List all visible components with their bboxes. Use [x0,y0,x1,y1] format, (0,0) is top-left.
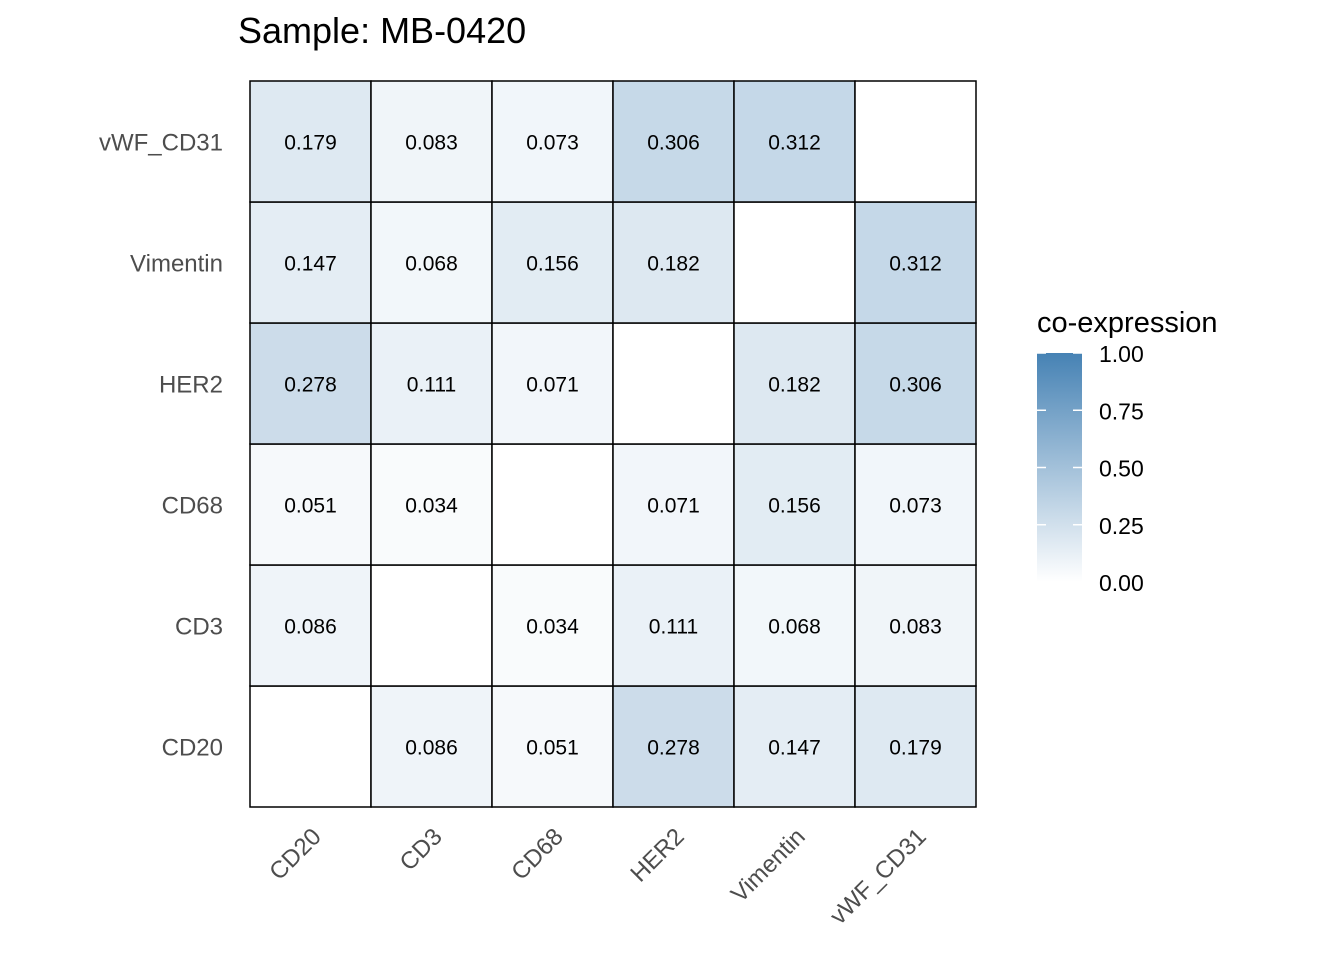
cell-value-label: 0.051 [526,737,579,760]
heatmap-cell [491,80,614,203]
legend-tick-label: 1.00 [1099,341,1144,367]
cell-value-label: 0.034 [526,616,579,639]
x-tick-label: CD3 [395,823,448,876]
cell-value-label: 0.073 [526,132,579,155]
legend-tick-label: 0.50 [1099,456,1144,482]
heatmap-cell [491,685,614,808]
y-tick-label: vWF_CD31 [99,130,223,157]
y-tick-label: CD20 [162,735,223,762]
cell-value-label: 0.073 [889,495,942,518]
heatmap-cell [370,443,493,566]
heatmap-cell [491,564,614,687]
legend-title: co-expression [1037,307,1218,339]
heatmap-cell [854,443,977,566]
heatmap-cell [249,685,372,808]
heatmap-cell [612,564,735,687]
chart-title: Sample: MB-0420 [238,10,526,51]
cell-value-label: 0.312 [768,132,821,155]
heatmap-cell [733,322,856,445]
y-tick-label: CD68 [162,493,223,520]
cell-value-label: 0.156 [768,495,821,518]
heatmap-cell [491,201,614,324]
cell-value-label: 0.051 [284,495,337,518]
cell-value-label: 0.083 [889,616,942,639]
cell-value-label: 0.278 [647,737,700,760]
cell-value-label: 0.071 [647,495,700,518]
x-tick-label: vWF_CD31 [825,823,932,930]
cell-value-label: 0.086 [284,616,337,639]
heatmap-cell [854,685,977,808]
y-tick-label: Vimentin [130,251,223,278]
cell-value-label: 0.306 [889,374,942,397]
heatmap-cell [733,201,856,324]
y-tick-label: CD3 [175,614,223,641]
cell-value-label: 0.111 [649,616,698,639]
heatmap-cell [491,322,614,445]
heatmap-cell [370,685,493,808]
cell-value-label: 0.071 [526,374,579,397]
cell-value-label: 0.179 [889,737,942,760]
legend-tick-label: 0.00 [1099,570,1144,596]
heatmap-cell [491,443,614,566]
x-tick-label: CD68 [506,823,568,885]
legend: co-expression 0.00 0.25 0.50 0.75 1.00 [1037,307,1218,596]
cell-value-label: 0.312 [889,253,942,276]
cell-value-label: 0.111 [407,374,456,397]
heatmap-cell [854,322,977,445]
heatmap-cell [854,80,977,203]
heatmap-cell [612,443,735,566]
heatmap-cell [612,80,735,203]
heatmap-cell [854,564,977,687]
cell-value-label: 0.147 [768,737,821,760]
legend-tick-label: 0.75 [1099,398,1144,424]
heatmap-cell [370,564,493,687]
x-tick-label: CD20 [264,823,326,885]
cell-value-label: 0.086 [405,737,458,760]
cell-value-label: 0.306 [647,132,700,155]
cell-value-label: 0.083 [405,132,458,155]
cell-value-label: 0.182 [647,253,700,276]
heatmap-cell [249,322,372,445]
x-tick-label: HER2 [625,823,689,887]
cell-value-label: 0.278 [284,374,337,397]
cell-value-label: 0.179 [284,132,337,155]
heatmap-cell [733,564,856,687]
heatmap-cell [612,322,735,445]
x-tick-label: Vimentin [726,823,811,908]
heatmap-cell [370,322,493,445]
heatmap-cell [249,564,372,687]
cell-value-label: 0.068 [768,616,821,639]
cell-value-label: 0.147 [284,253,337,276]
cell-value-label: 0.034 [405,495,458,518]
cell-value-label: 0.156 [526,253,579,276]
heatmap-cell [370,80,493,203]
cell-value-label: 0.068 [405,253,458,276]
legend-tick-label: 0.25 [1099,513,1144,539]
heatmap-cell [249,201,372,324]
heatmap-cell [854,201,977,324]
heatmap-cell [733,685,856,808]
y-tick-label: HER2 [159,372,223,399]
cell-value-label: 0.182 [768,374,821,397]
